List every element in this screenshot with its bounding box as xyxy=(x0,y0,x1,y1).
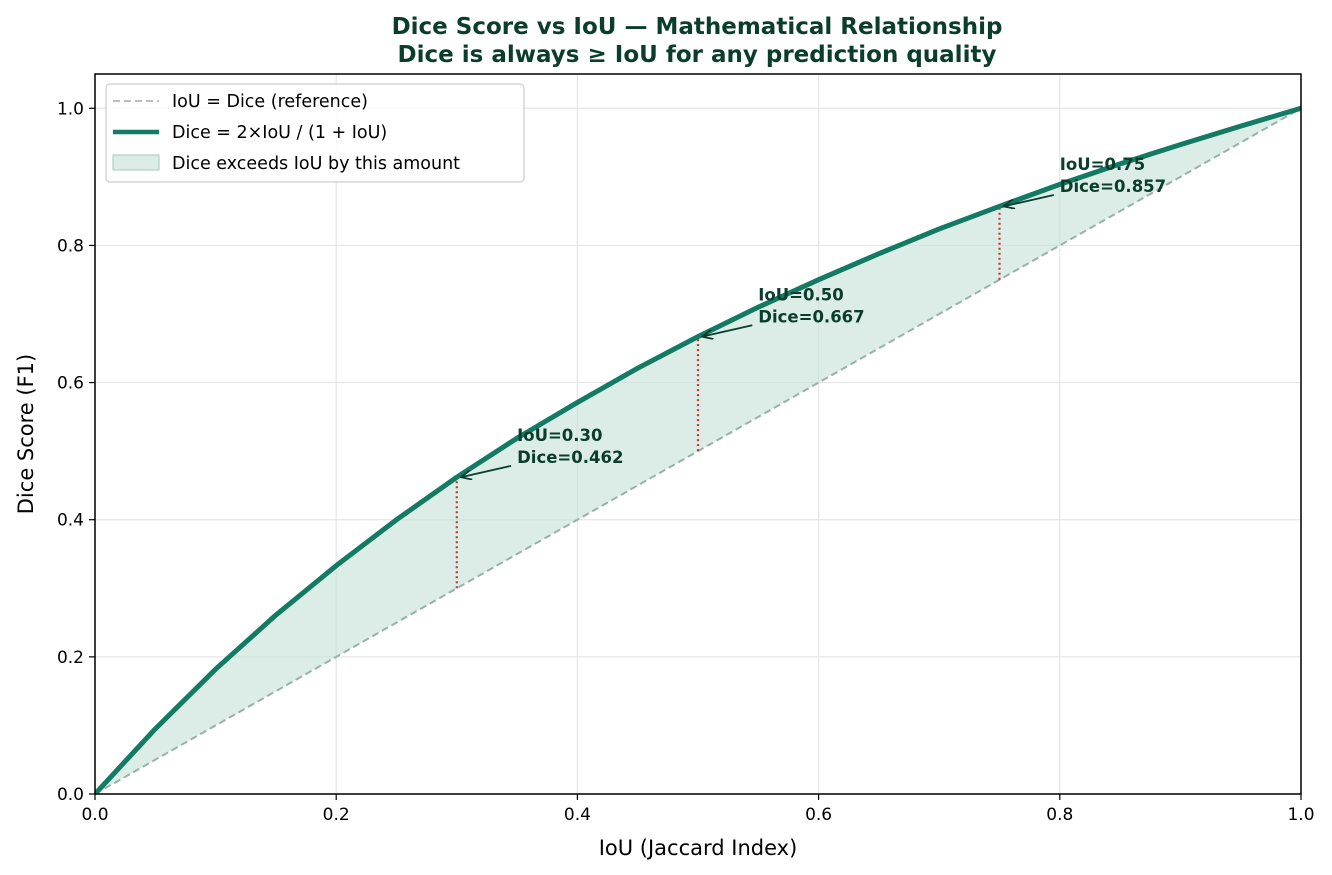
annotation-dice-label: Dice=0.857 xyxy=(1060,177,1166,196)
y-axis: 0.0 0.2 0.4 0.6 0.8 1.0 xyxy=(57,99,95,805)
legend: IoU = Dice (reference) Dice = 2×IoU / (1… xyxy=(105,83,525,183)
y-tick-label: 0.8 xyxy=(57,236,84,256)
annotation-arrow xyxy=(702,324,753,336)
annotations: IoU=0.30 Dice=0.462 IoU=0.50 Dice=0.667 IoU=… xyxy=(461,155,1166,477)
annotation-iou-label: IoU=0.30 xyxy=(517,426,602,445)
annotation-dice-label: Dice=0.667 xyxy=(758,307,864,326)
legend-fill-label: Dice exceeds IoU by this amount xyxy=(172,154,460,174)
legend-reference-label: IoU = Dice (reference) xyxy=(172,92,368,112)
annotation-arrow xyxy=(461,464,512,477)
x-tick-label: 0.0 xyxy=(81,805,108,825)
x-axis-label: IoU (Jaccard Index) xyxy=(599,836,798,860)
y-tick-label: 1.0 xyxy=(57,99,84,119)
y-tick-label: 0.6 xyxy=(57,374,84,394)
x-tick-label: 0.6 xyxy=(805,805,832,825)
annotation-iou-label: IoU=0.75 xyxy=(1060,155,1145,174)
x-tick-label: 0.4 xyxy=(564,805,591,825)
annotation-arrow xyxy=(1004,194,1054,206)
x-tick-label: 0.8 xyxy=(1046,805,1073,825)
plot-frame xyxy=(94,73,1302,795)
y-tick-label: 0.4 xyxy=(57,511,84,531)
dice-curve xyxy=(95,105,1301,794)
x-tick-label: 0.2 xyxy=(323,805,350,825)
annotation-dice-label: Dice=0.462 xyxy=(517,448,623,467)
chart-title: Dice Score vs IoU — Mathematical Relatio… xyxy=(392,14,1003,40)
legend-box xyxy=(105,83,525,183)
x-tick-label: 1.0 xyxy=(1287,805,1314,825)
legend-dice-label: Dice = 2×IoU / (1 + IoU) xyxy=(172,123,387,143)
x-axis: 0.0 0.2 0.4 0.6 0.8 1.0 xyxy=(81,794,1315,825)
y-tick-label: 0.0 xyxy=(57,785,84,805)
annotation-iou-label: IoU=0.50 xyxy=(758,285,843,304)
plot-area xyxy=(95,105,1301,794)
y-tick-label: 0.2 xyxy=(57,648,84,668)
chart-subtitle: Dice is always ≥ IoU for any prediction … xyxy=(398,42,997,68)
legend-fill-swatch xyxy=(112,154,160,171)
y-axis-label: Dice Score (F1) xyxy=(14,354,38,514)
